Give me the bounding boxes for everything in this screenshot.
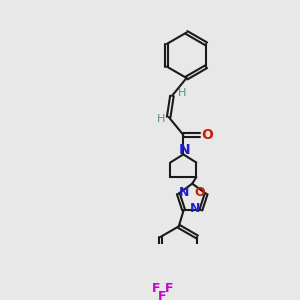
Text: N: N (179, 186, 189, 199)
Text: H: H (156, 114, 165, 124)
Text: F: F (158, 290, 166, 300)
Text: H: H (178, 88, 186, 98)
Text: N: N (178, 143, 190, 157)
Text: O: O (194, 186, 205, 199)
Text: O: O (201, 128, 213, 142)
Text: F: F (152, 282, 160, 295)
Text: N: N (190, 202, 200, 215)
Text: F: F (165, 282, 173, 295)
